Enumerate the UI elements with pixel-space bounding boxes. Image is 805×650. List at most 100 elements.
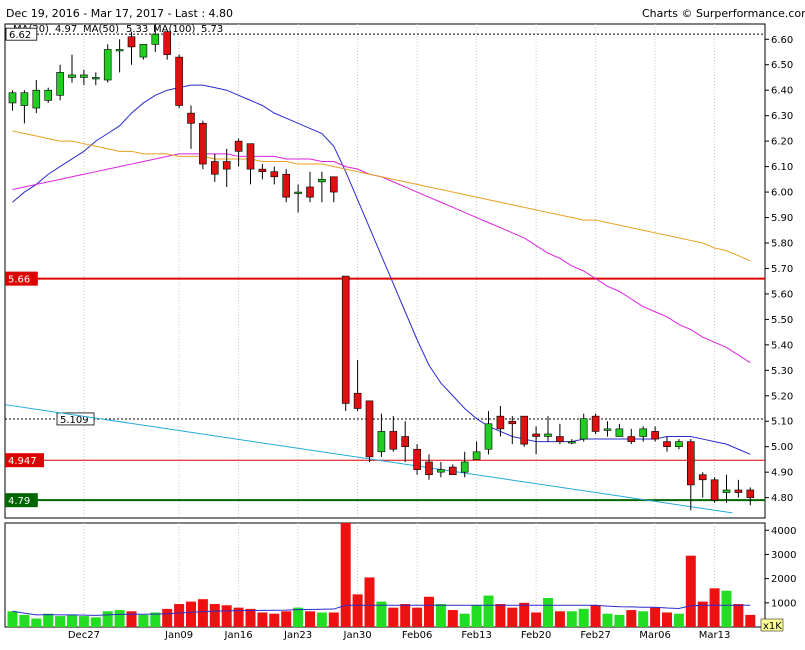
volume-bar	[138, 614, 149, 627]
candle-body	[199, 123, 207, 165]
x-tick-label: Jan16	[224, 630, 253, 641]
volume-bar	[626, 610, 637, 627]
volume-bar	[305, 611, 315, 627]
candle-body	[175, 56, 183, 106]
candle-body	[448, 466, 457, 476]
volume-bar	[352, 594, 363, 627]
price-tick-label: 4.80	[771, 493, 793, 504]
candle-body	[329, 176, 338, 193]
candle-body	[401, 436, 410, 448]
candle-body	[294, 191, 302, 194]
volume-bar	[673, 613, 684, 627]
candle-body	[556, 436, 564, 442]
credit-text: Charts © Surperformance.com	[642, 7, 805, 20]
volume-bar	[733, 604, 744, 627]
volume-average-line	[12, 604, 751, 616]
level-label: 5.109	[60, 415, 89, 426]
candle-body	[318, 179, 326, 183]
volume-bar	[459, 613, 470, 627]
candle-body	[8, 92, 17, 104]
candle-body	[746, 489, 755, 498]
legend-ma100-label: MA(100)	[153, 24, 195, 35]
candle-body	[579, 418, 588, 440]
candle-body	[92, 77, 100, 80]
legend-ma50-label: MA(50)	[83, 24, 119, 35]
volume-bar	[638, 611, 649, 627]
level-label: 4.79	[8, 496, 30, 507]
volume-bar	[447, 610, 458, 627]
price-tick-label: 5.40	[771, 340, 793, 351]
volume-bar	[78, 616, 89, 627]
candle-body	[32, 89, 41, 109]
candle-body	[627, 436, 636, 442]
x-tick-label: Jan09	[164, 630, 193, 641]
candle-body	[651, 431, 659, 440]
price-panel-frame	[4, 23, 766, 519]
volume-bar	[614, 614, 625, 627]
volume-bar	[233, 607, 244, 627]
volume-bar	[328, 612, 339, 627]
volume-bar	[19, 614, 30, 627]
candle-body	[258, 168, 267, 172]
axes: 4.80 4.90 5.00 5.10 5.20 5.30 5.40 5.50 5.60 5.70…	[68, 35, 797, 641]
candle-body	[472, 451, 481, 460]
candle-body	[520, 415, 529, 445]
candle-body	[115, 49, 124, 52]
price-tick-label: 5.80	[771, 238, 793, 249]
volume-bar	[543, 597, 553, 627]
candle-body	[603, 428, 612, 431]
level-label-box	[56, 412, 95, 426]
volume-unit-label: x1K	[763, 621, 782, 632]
series-line-ma20	[12, 84, 751, 455]
volume-bar	[697, 601, 708, 627]
price-tick-label: 5.00	[771, 442, 793, 453]
candle-body	[639, 428, 648, 437]
volume-bar	[685, 555, 696, 627]
candle-body	[496, 415, 505, 430]
x-tick-label: Mar06	[639, 630, 671, 641]
candlesticks	[8, 24, 755, 511]
volume-bar	[662, 612, 672, 627]
candle-body	[567, 441, 576, 444]
candle-body	[222, 161, 231, 170]
volume-bar	[412, 607, 423, 627]
volume-bar	[495, 604, 506, 627]
volume-tick-label: 3000	[771, 550, 796, 561]
volume-bar	[174, 604, 185, 627]
volume-bar	[721, 590, 732, 627]
candle-body	[508, 420, 517, 425]
candle-body	[615, 428, 624, 437]
level-label-box	[5, 453, 44, 468]
candle-body	[270, 171, 279, 178]
volume-bar	[519, 602, 530, 627]
candle-body	[544, 433, 552, 437]
level-label-box	[5, 493, 38, 508]
volume-bar	[471, 605, 482, 627]
volume-bar	[400, 604, 411, 627]
candle-body	[377, 431, 386, 453]
volume-bar	[162, 608, 173, 627]
level-label: 4.947	[8, 456, 37, 467]
volume-bar	[566, 611, 577, 627]
volume-bar	[590, 605, 601, 627]
level-label-box	[5, 27, 38, 41]
x-tick-label: Jan23	[283, 630, 312, 641]
candle-body	[211, 161, 219, 175]
volume-bar	[55, 616, 66, 627]
price-tick-label: 6.40	[771, 86, 793, 97]
volume-bar	[388, 607, 399, 627]
candle-body	[56, 72, 64, 96]
candle-body	[686, 441, 695, 486]
level-lines: 6.62 5.66 5.109 4.947 4.79	[5, 27, 765, 508]
candle-body	[353, 392, 362, 409]
legend-ma50-value: 5.33	[126, 24, 148, 35]
series-line-ma100	[12, 130, 751, 262]
volume-bar	[650, 607, 661, 627]
x-tick-label: Feb06	[402, 630, 432, 641]
candle-body	[234, 140, 243, 152]
legend-ma20-value: 4.97	[55, 24, 77, 35]
volume-bar	[602, 613, 613, 627]
price-tick-label: 6.30	[771, 111, 793, 122]
candle-body	[437, 469, 445, 473]
price-tick-label: 6.20	[771, 137, 793, 148]
